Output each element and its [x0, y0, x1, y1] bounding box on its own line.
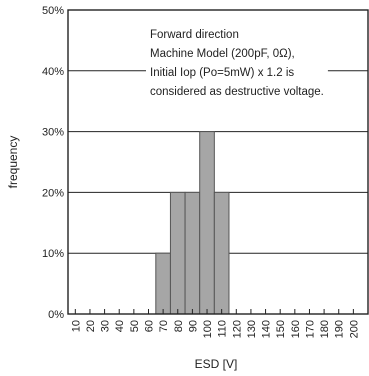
annotation-line-3: Initial Iop (Po=5mW) x 1.2 is: [150, 67, 294, 79]
x-tick-label: 120: [231, 320, 243, 338]
x-tick-label: 40: [114, 320, 126, 332]
x-tick-label: 160: [290, 320, 302, 338]
x-tick-label: 130: [246, 320, 258, 338]
x-tick-label: 140: [261, 320, 273, 338]
bar-70: [155, 252, 171, 315]
bars: [155, 131, 230, 315]
y-axis-ticks: 0% 10% 20% 30% 40% 50%: [42, 5, 64, 321]
x-tick-label: 80: [173, 320, 185, 332]
annotation-line-4: considered as destructive voltage.: [150, 86, 324, 98]
x-tick-label: 150: [275, 320, 287, 338]
x-tick-label: 200: [348, 320, 360, 338]
y-tick-label: 50%: [42, 5, 64, 17]
x-tick-label: 60: [143, 320, 155, 332]
annotation-line-1: Forward direction: [150, 29, 239, 41]
x-axis-ticks: 10 20 30 40 50 60 70 80 90 100 110 120 130 140 150 160 1…: [70, 309, 360, 338]
annotation-line-2: Machine Model (200pF, 0Ω),: [150, 48, 295, 60]
x-tick-label: 90: [187, 320, 199, 332]
x-axis-label: ESD [V]: [195, 357, 238, 371]
y-tick-label: 30%: [42, 127, 64, 139]
x-tick-label: 180: [319, 320, 331, 338]
bar-90: [184, 191, 201, 315]
y-axis-label: frequency: [6, 136, 20, 189]
y-tick-label: 20%: [42, 187, 64, 199]
annotation-background: [146, 24, 328, 102]
x-tick-label: 70: [158, 320, 170, 332]
x-tick-label: 30: [100, 320, 112, 332]
x-tick-label: 190: [334, 320, 346, 338]
y-tick-label: 10%: [42, 248, 64, 260]
x-tick-label: 170: [304, 320, 316, 338]
y-tick-label: 40%: [42, 66, 64, 78]
x-tick-label: 10: [70, 320, 82, 332]
y-tick-label: 0%: [48, 309, 64, 321]
x-tick-label: 100: [202, 320, 214, 338]
bar-110: [213, 191, 230, 315]
bar-80: [169, 191, 186, 315]
x-tick-label: 110: [217, 320, 229, 338]
plot-frame: [67, 9, 369, 315]
bar-100: [199, 131, 215, 315]
x-tick-label: 20: [85, 320, 97, 332]
x-tick-label: 50: [129, 320, 141, 332]
